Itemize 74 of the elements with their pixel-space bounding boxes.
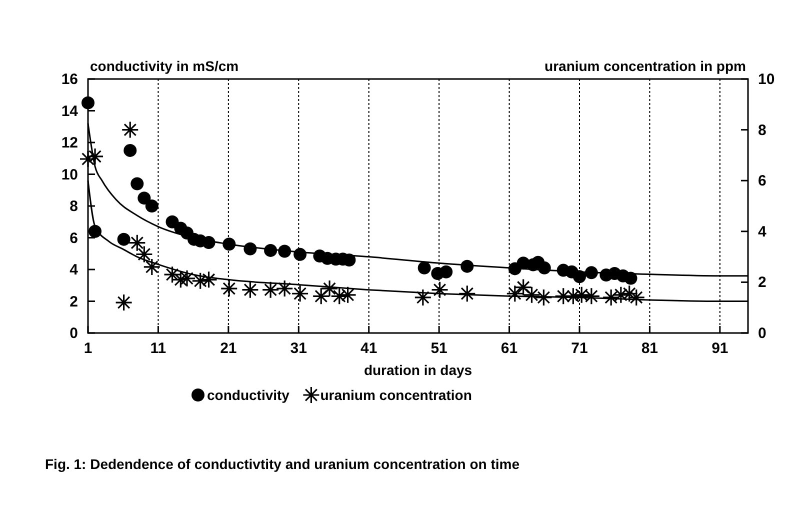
y-axis-title: conductivity in mS/cm: [90, 58, 239, 74]
point: [338, 286, 357, 304]
point: [440, 265, 453, 278]
y2-tick-label: 0: [758, 325, 766, 342]
y-tick-label: 16: [61, 71, 78, 88]
y2-axis-title: uranium concentration in ppm: [544, 58, 746, 74]
point: [241, 281, 259, 299]
point: [582, 287, 600, 305]
x-tick-label: 41: [360, 340, 378, 357]
point: [320, 280, 338, 298]
point: [522, 286, 541, 304]
point: [506, 284, 524, 302]
y-tick-label: 14: [61, 102, 79, 120]
y2-tick-label: 2: [758, 274, 766, 292]
x-tick-label: 81: [641, 340, 658, 357]
point: [554, 287, 572, 305]
point: [262, 281, 280, 299]
point: [330, 287, 348, 305]
point: [117, 232, 130, 246]
point: [86, 148, 104, 166]
point: [220, 280, 238, 298]
point: [414, 288, 432, 306]
legend-label: conductivity: [207, 387, 290, 403]
point: [430, 281, 449, 299]
point: [534, 288, 552, 306]
point: [121, 121, 139, 139]
point: [514, 278, 532, 296]
x-tick-label: 31: [290, 340, 307, 357]
point: [145, 200, 158, 212]
legend-label: uranium concentration: [320, 387, 472, 403]
y-tick-label: 10: [61, 166, 78, 184]
point: [572, 286, 590, 304]
point: [612, 286, 630, 304]
point: [628, 288, 646, 306]
x-tick-label: 71: [571, 340, 588, 357]
point: [82, 96, 94, 110]
y-tick-label: 2: [70, 293, 78, 310]
point: [602, 288, 620, 306]
y2-tick-label: 6: [758, 172, 766, 190]
point: [291, 284, 309, 302]
point: [178, 270, 196, 288]
point: [79, 150, 97, 168]
point: [200, 270, 218, 288]
point: [128, 234, 146, 252]
y2-tick-label: 4: [758, 223, 767, 240]
point: [143, 258, 161, 276]
point: [276, 280, 294, 298]
point: [564, 287, 582, 305]
y-tick-label: 6: [70, 230, 78, 247]
x-tick-label: 61: [500, 340, 518, 357]
point: [312, 287, 330, 305]
y-tick-label: 12: [61, 134, 78, 152]
point: [192, 272, 210, 290]
y2-tick-label: 10: [758, 71, 775, 88]
point: [135, 245, 153, 264]
point: [458, 284, 476, 302]
point: [124, 144, 137, 157]
x-tick-label: 91: [712, 340, 728, 357]
y-tick-label: 0: [70, 325, 78, 342]
y2-tick-label: 8: [758, 122, 766, 139]
x-tick-label: 51: [430, 340, 448, 357]
point: [115, 294, 133, 312]
y-tick-label: 8: [70, 198, 78, 215]
y-tick-label: 4: [70, 262, 79, 278]
point: [138, 192, 151, 205]
point: [418, 261, 431, 274]
x-tick-label: 11: [150, 340, 166, 357]
caption: Fig. 1: Dedendence of conductivtity and uranium concentration on time: [45, 456, 520, 472]
x-tick-label: 21: [220, 340, 237, 357]
x-tick-label: 1: [84, 340, 92, 357]
point: [163, 266, 182, 284]
x-axis-title: duration in days: [364, 362, 472, 378]
point: [130, 177, 144, 190]
point: [620, 284, 638, 302]
